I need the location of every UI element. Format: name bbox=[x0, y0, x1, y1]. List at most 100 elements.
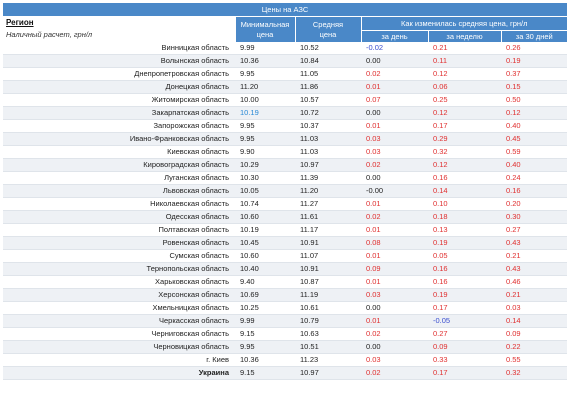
min-price-cell: 10.69 bbox=[235, 288, 295, 302]
month-change-cell: 0.21 bbox=[501, 249, 568, 263]
min-price-cell: 9.99 bbox=[235, 314, 295, 328]
month-change-cell: 0.40 bbox=[501, 158, 568, 172]
region-name-cell: Одесская область bbox=[3, 210, 235, 224]
avg-price-cell: 11.23 bbox=[295, 353, 361, 367]
day-change-cell: -0.02 bbox=[361, 42, 428, 55]
day-change-cell: 0.00 bbox=[361, 54, 428, 68]
week-change-cell: 0.19 bbox=[428, 236, 501, 250]
min-price-cell: 10.19 bbox=[235, 106, 295, 120]
region-name-cell: г. Киев bbox=[3, 353, 235, 367]
min-price-cell: 9.99 bbox=[235, 42, 295, 55]
week-change-cell: 0.32 bbox=[428, 145, 501, 159]
day-change-cell: 0.01 bbox=[361, 197, 428, 211]
min-price-cell: 9.95 bbox=[235, 67, 295, 81]
table-row: Киевская область 9.90 11.03 0.03 0.32 0.59 bbox=[3, 145, 568, 159]
month-change-cell: 0.43 bbox=[501, 262, 568, 276]
table-row: Черниговская область 9.15 10.63 0.02 0.27 0.0… bbox=[3, 327, 568, 341]
region-name-cell: Херсонская область bbox=[3, 288, 235, 302]
month-change-cell: 0.03 bbox=[501, 301, 568, 315]
min-price-cell: 10.60 bbox=[235, 249, 295, 263]
min-price-cell: 10.30 bbox=[235, 171, 295, 185]
avg-price-cell: 10.91 bbox=[295, 236, 361, 250]
region-name-cell: Львовская область bbox=[3, 184, 235, 198]
table-row: Ровенская область 10.45 10.91 0.08 0.19 0.43 bbox=[3, 236, 568, 250]
region-name-cell: Киевская область bbox=[3, 145, 235, 159]
avg-price-cell: 10.52 bbox=[295, 42, 361, 55]
week-change-cell: 0.21 bbox=[428, 42, 501, 55]
region-name-cell: Винницкая область bbox=[3, 42, 235, 55]
week-change-cell: 0.16 bbox=[428, 171, 501, 185]
table-row: Волынская область 10.36 10.84 0.00 0.11 0.19 bbox=[3, 54, 568, 68]
per-day-header[interactable]: за день bbox=[360, 30, 428, 42]
day-change-cell: 0.08 bbox=[361, 236, 428, 250]
region-name-cell: Харьковская область bbox=[3, 275, 235, 289]
min-price-cell: 10.36 bbox=[235, 353, 295, 367]
table-row: Ивано-Франковская область 9.95 11.03 0.03 0.… bbox=[3, 132, 568, 146]
day-change-cell: 0.03 bbox=[361, 353, 428, 367]
table-title: Цены на АЗС bbox=[3, 3, 568, 17]
week-change-cell: 0.14 bbox=[428, 184, 501, 198]
day-change-cell: -0.00 bbox=[361, 184, 428, 198]
avg-price-cell: 11.86 bbox=[295, 80, 361, 94]
month-change-cell: 0.46 bbox=[501, 275, 568, 289]
day-change-cell: 0.07 bbox=[361, 93, 428, 107]
fuel-prices-widget: Цены на АЗС Регион Наличный расчет, грн/… bbox=[3, 3, 568, 380]
region-name-cell: Ровенская область bbox=[3, 236, 235, 250]
month-change-cell: 0.09 bbox=[501, 327, 568, 341]
day-change-cell: 0.02 bbox=[361, 67, 428, 81]
week-change-cell: 0.12 bbox=[428, 106, 501, 120]
month-change-cell: 0.27 bbox=[501, 223, 568, 237]
avg-price-cell: 10.63 bbox=[295, 327, 361, 341]
min-price-cell: 10.36 bbox=[235, 54, 295, 68]
day-change-cell: 0.01 bbox=[361, 275, 428, 289]
change-header: Как изменилась средняя цена, грн/л bbox=[360, 16, 568, 31]
avg-price-cell: 10.97 bbox=[295, 366, 361, 380]
month-change-cell: 0.32 bbox=[501, 366, 568, 380]
avg-price-cell: 10.72 bbox=[295, 106, 361, 120]
table-row: Черкасская область 9.99 10.79 0.01 -0.05 0.14 bbox=[3, 314, 568, 328]
month-change-cell: 0.50 bbox=[501, 93, 568, 107]
avg-price-cell: 11.17 bbox=[295, 223, 361, 237]
min-price-cell: 9.95 bbox=[235, 340, 295, 354]
day-change-cell: 0.03 bbox=[361, 288, 428, 302]
region-name-cell: Украина bbox=[3, 366, 235, 380]
month-change-cell: 0.37 bbox=[501, 67, 568, 81]
table-row: Черновицкая область 9.95 10.51 0.00 0.09 0.22 bbox=[3, 340, 568, 354]
table-row: Житомирская область 10.00 10.57 0.07 0.25 0.5… bbox=[3, 93, 568, 107]
per-week-header[interactable]: за неделю bbox=[427, 30, 501, 42]
min-price-cell: 9.95 bbox=[235, 132, 295, 146]
month-change-cell: 0.45 bbox=[501, 132, 568, 146]
month-change-cell: 0.15 bbox=[501, 80, 568, 94]
week-change-cell: 0.16 bbox=[428, 262, 501, 276]
min-price-cell: 10.45 bbox=[235, 236, 295, 250]
table-row: Тернопольская область 10.40 10.91 0.09 0.16 0… bbox=[3, 262, 568, 276]
region-name-cell: Черкасская область bbox=[3, 314, 235, 328]
table-row: Донецкая область 11.20 11.86 0.01 0.06 0.15 bbox=[3, 80, 568, 94]
avg-price-header[interactable]: Средняя цена bbox=[294, 16, 361, 42]
avg-price-cell: 11.19 bbox=[295, 288, 361, 302]
min-price-header[interactable]: Минимальная цена bbox=[234, 16, 295, 42]
week-change-cell: 0.17 bbox=[428, 119, 501, 133]
region-name-cell: Николаевская область bbox=[3, 197, 235, 211]
table-row: Львовская область 10.05 11.20 -0.00 0.14 0.16 bbox=[3, 184, 568, 198]
region-name-cell: Луганская область bbox=[3, 171, 235, 185]
table-row: Одесская область 10.60 11.61 0.02 0.18 0.30 bbox=[3, 210, 568, 224]
region-name-cell: Запорожская область bbox=[3, 119, 235, 133]
region-name-cell: Донецкая область bbox=[3, 80, 235, 94]
table-row: Полтавская область 10.19 11.17 0.01 0.13 0.27 bbox=[3, 223, 568, 237]
per-30days-header[interactable]: за 30 дней bbox=[500, 30, 568, 42]
table-row: Кировоградская область 10.29 10.97 0.02 0.12… bbox=[3, 158, 568, 172]
week-change-cell: 0.29 bbox=[428, 132, 501, 146]
min-price-cell: 10.05 bbox=[235, 184, 295, 198]
avg-price-cell: 10.91 bbox=[295, 262, 361, 276]
month-change-cell: 0.16 bbox=[501, 184, 568, 198]
month-change-cell: 0.21 bbox=[501, 288, 568, 302]
region-column-label[interactable]: Регион bbox=[6, 18, 34, 27]
day-change-cell: 0.09 bbox=[361, 262, 428, 276]
table-row: Херсонская область 10.69 11.19 0.03 0.19 0.21 bbox=[3, 288, 568, 302]
table-row: Николаевская область 10.74 11.27 0.01 0.10 0.… bbox=[3, 197, 568, 211]
week-change-cell: 0.06 bbox=[428, 80, 501, 94]
day-change-cell: 0.00 bbox=[361, 340, 428, 354]
avg-price-cell: 11.03 bbox=[295, 145, 361, 159]
week-change-cell: 0.12 bbox=[428, 158, 501, 172]
